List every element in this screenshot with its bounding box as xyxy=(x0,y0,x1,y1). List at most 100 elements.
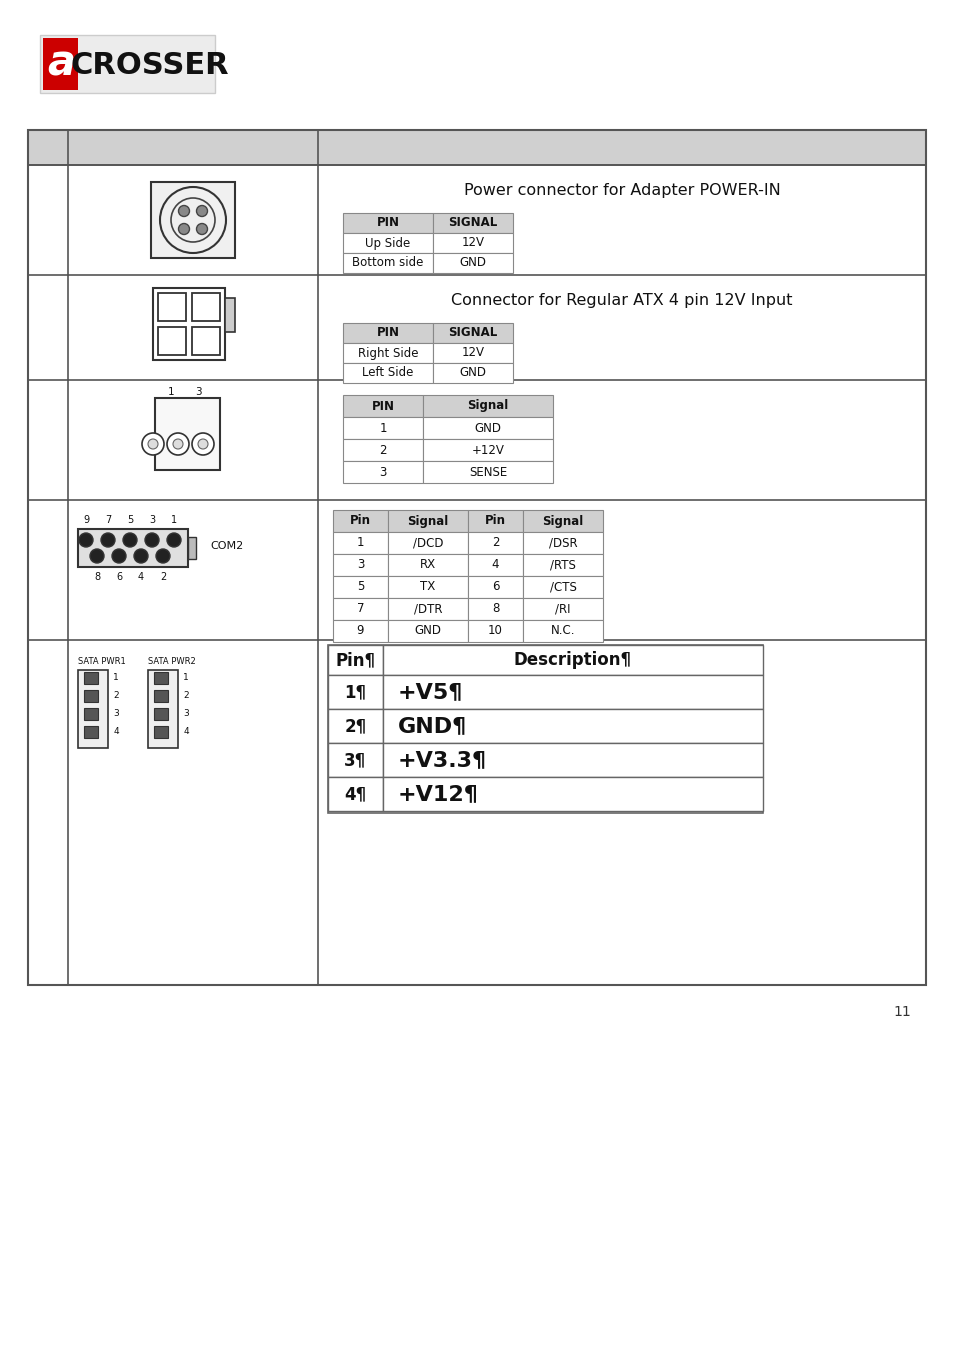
Bar xyxy=(433,363,513,383)
Text: RX: RX xyxy=(419,559,436,571)
Bar xyxy=(522,532,602,553)
Bar xyxy=(84,726,98,738)
Bar xyxy=(333,554,388,576)
Text: SENSE: SENSE xyxy=(468,466,507,478)
Text: Signal: Signal xyxy=(542,514,583,528)
Text: GND: GND xyxy=(459,366,486,379)
Text: Signal: Signal xyxy=(467,400,508,413)
Bar xyxy=(343,323,433,343)
Text: 12V: 12V xyxy=(461,236,484,250)
Bar xyxy=(192,293,220,320)
Circle shape xyxy=(142,433,164,455)
Text: 1: 1 xyxy=(356,536,364,549)
Circle shape xyxy=(171,198,214,242)
Bar xyxy=(192,327,220,355)
Text: Signal: Signal xyxy=(407,514,448,528)
Bar xyxy=(522,510,602,532)
Text: SATA PWR2: SATA PWR2 xyxy=(148,657,195,667)
Bar xyxy=(433,252,513,273)
Bar xyxy=(388,576,468,598)
Text: 5: 5 xyxy=(127,514,133,525)
Text: /RI: /RI xyxy=(555,602,570,616)
Text: 2: 2 xyxy=(491,536,498,549)
Text: /DCD: /DCD xyxy=(413,536,443,549)
Bar xyxy=(153,726,168,738)
Text: 4¶: 4¶ xyxy=(344,784,366,803)
Bar xyxy=(433,213,513,234)
Bar xyxy=(468,576,522,598)
Bar xyxy=(40,35,214,93)
Bar xyxy=(78,670,108,748)
Text: 1: 1 xyxy=(113,674,119,683)
Text: Right Side: Right Side xyxy=(357,347,417,359)
Circle shape xyxy=(156,549,170,563)
Bar xyxy=(158,327,186,355)
Bar xyxy=(382,743,762,778)
Bar xyxy=(78,529,188,567)
Text: /DTR: /DTR xyxy=(414,602,442,616)
Text: +V12¶: +V12¶ xyxy=(397,784,478,805)
Circle shape xyxy=(167,433,189,455)
Bar xyxy=(388,620,468,643)
Bar xyxy=(388,598,468,620)
Text: 1: 1 xyxy=(168,387,174,397)
Bar xyxy=(388,510,468,532)
Text: Up Side: Up Side xyxy=(365,236,410,250)
Text: PIN: PIN xyxy=(371,400,395,413)
Bar xyxy=(468,620,522,643)
Circle shape xyxy=(178,205,190,216)
Bar xyxy=(422,439,553,460)
Bar xyxy=(422,417,553,439)
Text: 1: 1 xyxy=(171,514,177,525)
Bar xyxy=(422,460,553,483)
Text: 3: 3 xyxy=(356,559,364,571)
Bar xyxy=(343,417,422,439)
Bar xyxy=(84,672,98,684)
Bar xyxy=(388,532,468,553)
Bar xyxy=(422,396,553,417)
Text: 6: 6 xyxy=(116,572,122,582)
Text: 1: 1 xyxy=(183,674,189,683)
Bar xyxy=(328,743,382,778)
Text: 1: 1 xyxy=(379,421,386,435)
Bar xyxy=(433,343,513,363)
Text: 10: 10 xyxy=(488,625,502,637)
Bar xyxy=(343,460,422,483)
Text: Power connector for Adapter POWER-IN: Power connector for Adapter POWER-IN xyxy=(463,182,780,197)
Text: 1¶: 1¶ xyxy=(344,683,366,701)
Text: +12V: +12V xyxy=(471,444,504,456)
Bar xyxy=(522,576,602,598)
Text: 4: 4 xyxy=(113,728,119,737)
Text: 12V: 12V xyxy=(461,347,484,359)
Text: PIN: PIN xyxy=(376,216,399,230)
Text: +V3.3¶: +V3.3¶ xyxy=(397,751,487,769)
Text: 3¶: 3¶ xyxy=(344,751,366,769)
Text: 2: 2 xyxy=(113,691,119,701)
Bar xyxy=(433,234,513,252)
Bar xyxy=(382,675,762,709)
Text: 2: 2 xyxy=(379,444,386,456)
Text: 3: 3 xyxy=(113,710,119,718)
Bar xyxy=(225,297,234,332)
Bar xyxy=(328,709,382,742)
Bar xyxy=(333,598,388,620)
Text: 8: 8 xyxy=(93,572,100,582)
Text: 6: 6 xyxy=(491,580,498,594)
Text: PIN: PIN xyxy=(376,327,399,339)
Bar xyxy=(333,576,388,598)
Bar xyxy=(153,672,168,684)
Bar xyxy=(84,707,98,720)
Circle shape xyxy=(196,205,208,216)
Text: Description¶: Description¶ xyxy=(514,651,632,670)
Bar xyxy=(343,439,422,460)
Text: 4: 4 xyxy=(183,728,189,737)
Text: SIGNAL: SIGNAL xyxy=(448,216,497,230)
Bar xyxy=(522,620,602,643)
Bar xyxy=(43,38,78,90)
Text: 4: 4 xyxy=(138,572,144,582)
Text: COM2: COM2 xyxy=(210,541,243,551)
Bar xyxy=(84,690,98,702)
Bar xyxy=(468,532,522,553)
Bar xyxy=(433,323,513,343)
Text: 11: 11 xyxy=(892,1004,910,1019)
